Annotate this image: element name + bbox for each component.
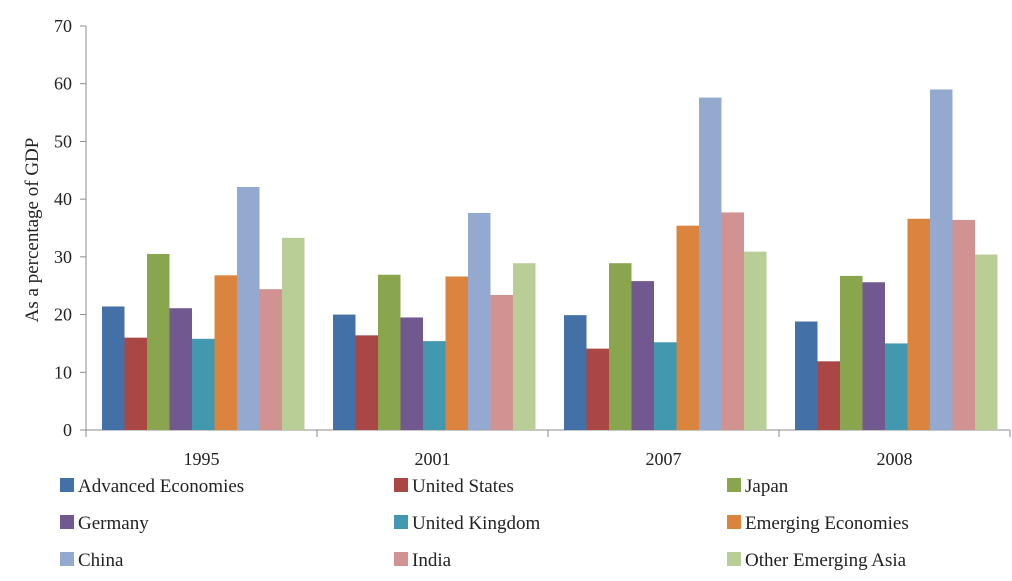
axes: 0 10 20 30 40 50 60 70 1995 2001 2007 2008 bbox=[54, 16, 1011, 469]
bar-advanced-economies-1995 bbox=[102, 306, 125, 430]
bar-emerging-economies-2001 bbox=[445, 276, 468, 430]
bar-india-1995 bbox=[259, 289, 282, 430]
legend-label: United States bbox=[412, 476, 514, 497]
bar-germany-2001 bbox=[400, 317, 423, 430]
bar-japan-1995 bbox=[147, 253, 170, 430]
legend-swatch bbox=[727, 478, 741, 492]
legend-label: China bbox=[78, 550, 124, 571]
bar-emerging-economies-2007 bbox=[676, 225, 699, 430]
bar-india-2008 bbox=[952, 219, 975, 430]
legend-label: Germany bbox=[78, 513, 149, 534]
bar-other-emerging-asia-1995 bbox=[282, 237, 305, 430]
bar-germany-1995 bbox=[169, 308, 192, 430]
bar-united-states-2008 bbox=[817, 361, 840, 430]
legend-swatch bbox=[60, 478, 74, 492]
bar-advanced-economies-2001 bbox=[333, 314, 356, 430]
bar-united-states-2001 bbox=[355, 335, 378, 430]
legend-label: United Kingdom bbox=[412, 513, 540, 534]
y-tick-label: 0 bbox=[63, 420, 72, 440]
x-tick-label: 2001 bbox=[415, 449, 451, 469]
legend-label: Japan bbox=[745, 476, 789, 497]
y-axis-label: As a percentage of GDP bbox=[22, 138, 43, 323]
y-tick-label: 50 bbox=[54, 131, 72, 151]
bar-china-2007 bbox=[699, 97, 722, 431]
y-tick-label: 40 bbox=[54, 189, 72, 209]
legend-swatch bbox=[60, 552, 74, 566]
bar-japan-2001 bbox=[378, 274, 401, 430]
x-tick-label: 1995 bbox=[184, 449, 220, 469]
legend-label: Advanced Economies bbox=[78, 476, 244, 497]
y-tick-label: 60 bbox=[54, 74, 72, 94]
bars bbox=[102, 89, 998, 431]
legend-swatch bbox=[394, 515, 408, 529]
bar-other-emerging-asia-2001 bbox=[513, 263, 536, 430]
bar-china-2008 bbox=[930, 89, 953, 430]
legend-swatch bbox=[394, 552, 408, 566]
legend-swatch bbox=[60, 515, 74, 529]
bar-united-kingdom-2008 bbox=[885, 343, 908, 430]
y-tick-label: 20 bbox=[54, 305, 72, 325]
bar-other-emerging-asia-2008 bbox=[975, 254, 998, 430]
bar-emerging-economies-2008 bbox=[907, 218, 930, 430]
legend-swatch bbox=[727, 552, 741, 566]
bar-india-2001 bbox=[490, 294, 513, 430]
bar-advanced-economies-2007 bbox=[564, 315, 587, 430]
x-tick-label: 2007 bbox=[646, 449, 682, 469]
bar-united-kingdom-2001 bbox=[423, 341, 446, 430]
bar-united-states-2007 bbox=[586, 348, 609, 430]
bar-advanced-economies-2008 bbox=[795, 321, 818, 430]
bar-china-2001 bbox=[468, 212, 491, 430]
bar-united-states-1995 bbox=[124, 337, 147, 430]
bar-japan-2007 bbox=[609, 263, 632, 430]
legend-label: Emerging Economies bbox=[745, 513, 909, 534]
legend-swatch bbox=[394, 478, 408, 492]
legend: Advanced Economies United States Japan Germ… bbox=[60, 476, 909, 571]
bar-japan-2008 bbox=[840, 275, 863, 430]
bar-germany-2008 bbox=[862, 282, 885, 430]
legend-label: India bbox=[412, 550, 452, 571]
y-tick-label: 70 bbox=[54, 16, 72, 36]
bar-india-2007 bbox=[721, 212, 744, 430]
legend-swatch bbox=[727, 515, 741, 529]
legend-label: Other Emerging Asia bbox=[745, 550, 907, 571]
bar-other-emerging-asia-2007 bbox=[744, 251, 767, 430]
x-tick-label: 2008 bbox=[877, 449, 913, 469]
bar-united-kingdom-2007 bbox=[654, 342, 677, 430]
bar-united-kingdom-1995 bbox=[192, 338, 215, 430]
y-tick-label: 10 bbox=[54, 362, 72, 382]
bar-germany-2007 bbox=[631, 281, 654, 430]
y-tick-label: 30 bbox=[54, 247, 72, 267]
bar-emerging-economies-1995 bbox=[214, 275, 237, 430]
bar-china-1995 bbox=[237, 187, 260, 430]
